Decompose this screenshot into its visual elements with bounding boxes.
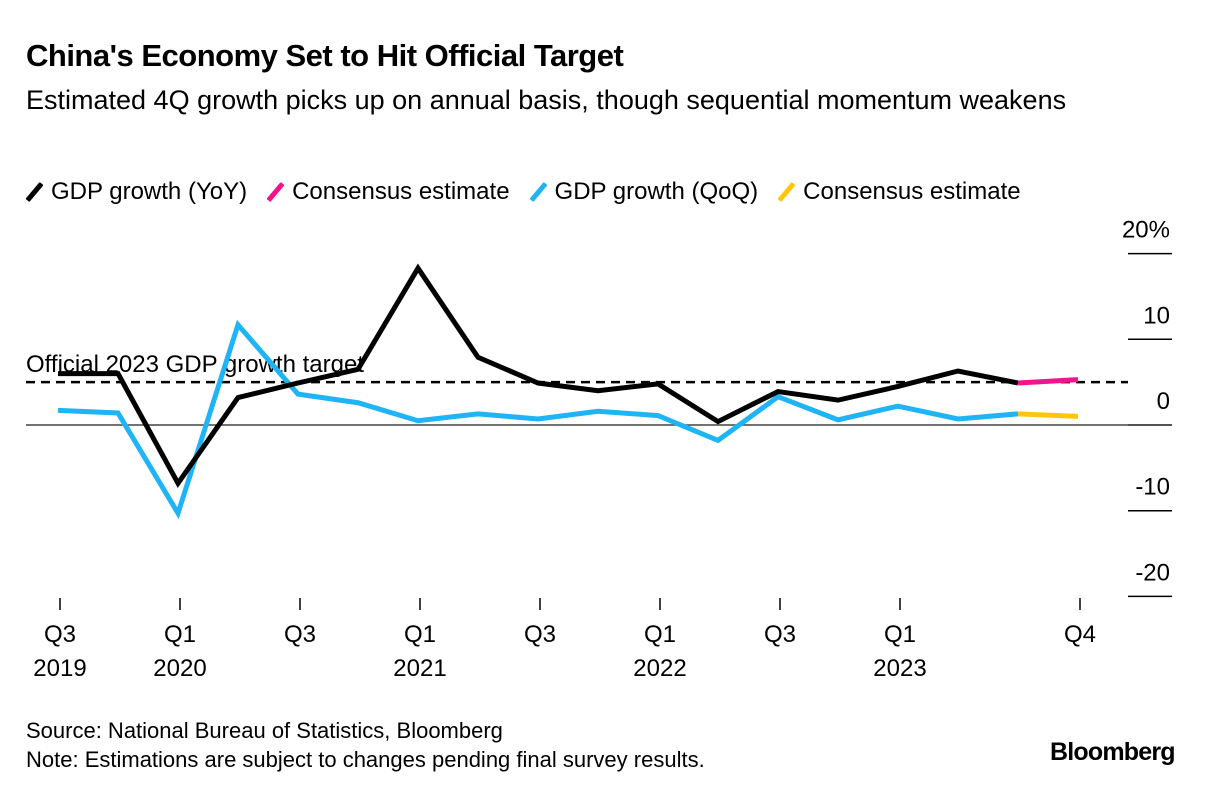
- x-tick-label: Q1: [644, 621, 676, 648]
- legend-label: GDP growth (YoY): [51, 178, 248, 205]
- x-tick-label: Q1: [884, 621, 916, 648]
- source-text: Source: National Bureau of Statistics, B…: [26, 718, 503, 743]
- x-tick-year-label: 2019: [33, 655, 86, 682]
- legend-label: Consensus estimate: [292, 178, 510, 205]
- legend-item-qoq-consensus: Consensus estimate: [777, 178, 1021, 206]
- legend-item-yoy: GDP growth (YoY): [25, 178, 248, 206]
- x-tick-year-label: 2021: [393, 655, 446, 682]
- x-tick-year-label: 2020: [153, 655, 206, 682]
- x-tick-label: Q3: [284, 621, 316, 648]
- series-qoq-consensus-line: [1017, 411, 1079, 419]
- legend-label: GDP growth (QoQ): [554, 178, 759, 205]
- legend: GDP growth (YoY) Consensus estimate GDP …: [25, 178, 1041, 206]
- x-tick-year-label: 2023: [873, 655, 926, 682]
- series-yoy-consensus-line: [1017, 377, 1079, 386]
- legend-label: Consensus estimate: [803, 178, 1021, 205]
- x-tick-label: Q4: [1064, 621, 1096, 648]
- x-tick-label: Q1: [404, 621, 436, 648]
- chart-title: China's Economy Set to Hit Official Targ…: [26, 38, 624, 73]
- y-tick-label: 20%: [1122, 217, 1170, 244]
- x-tick-label: Q3: [764, 621, 796, 648]
- series-yoy-line: [58, 263, 1019, 489]
- y-tick-label: -10: [1135, 474, 1170, 501]
- legend-item-qoq: GDP growth (QoQ): [529, 178, 759, 206]
- x-tick-label: Q3: [44, 621, 76, 648]
- x-tick-label: Q3: [524, 621, 556, 648]
- y-tick-label: -20: [1135, 559, 1170, 586]
- footer: Source: National Bureau of Statistics, B…: [26, 716, 705, 774]
- chart-subtitle: Estimated 4Q growth picks up on annual b…: [26, 85, 1067, 115]
- y-tick-label: 10: [1143, 302, 1170, 329]
- series-qoq-line: [57, 319, 1019, 520]
- y-tick-label: 0: [1157, 388, 1170, 415]
- bloomberg-logo: Bloomberg: [1050, 738, 1176, 766]
- note-text: Note: Estimations are subject to changes…: [26, 747, 705, 772]
- x-tick-year-label: 2022: [633, 655, 686, 682]
- x-tick-label: Q1: [164, 621, 196, 648]
- legend-item-yoy-consensus: Consensus estimate: [266, 178, 510, 206]
